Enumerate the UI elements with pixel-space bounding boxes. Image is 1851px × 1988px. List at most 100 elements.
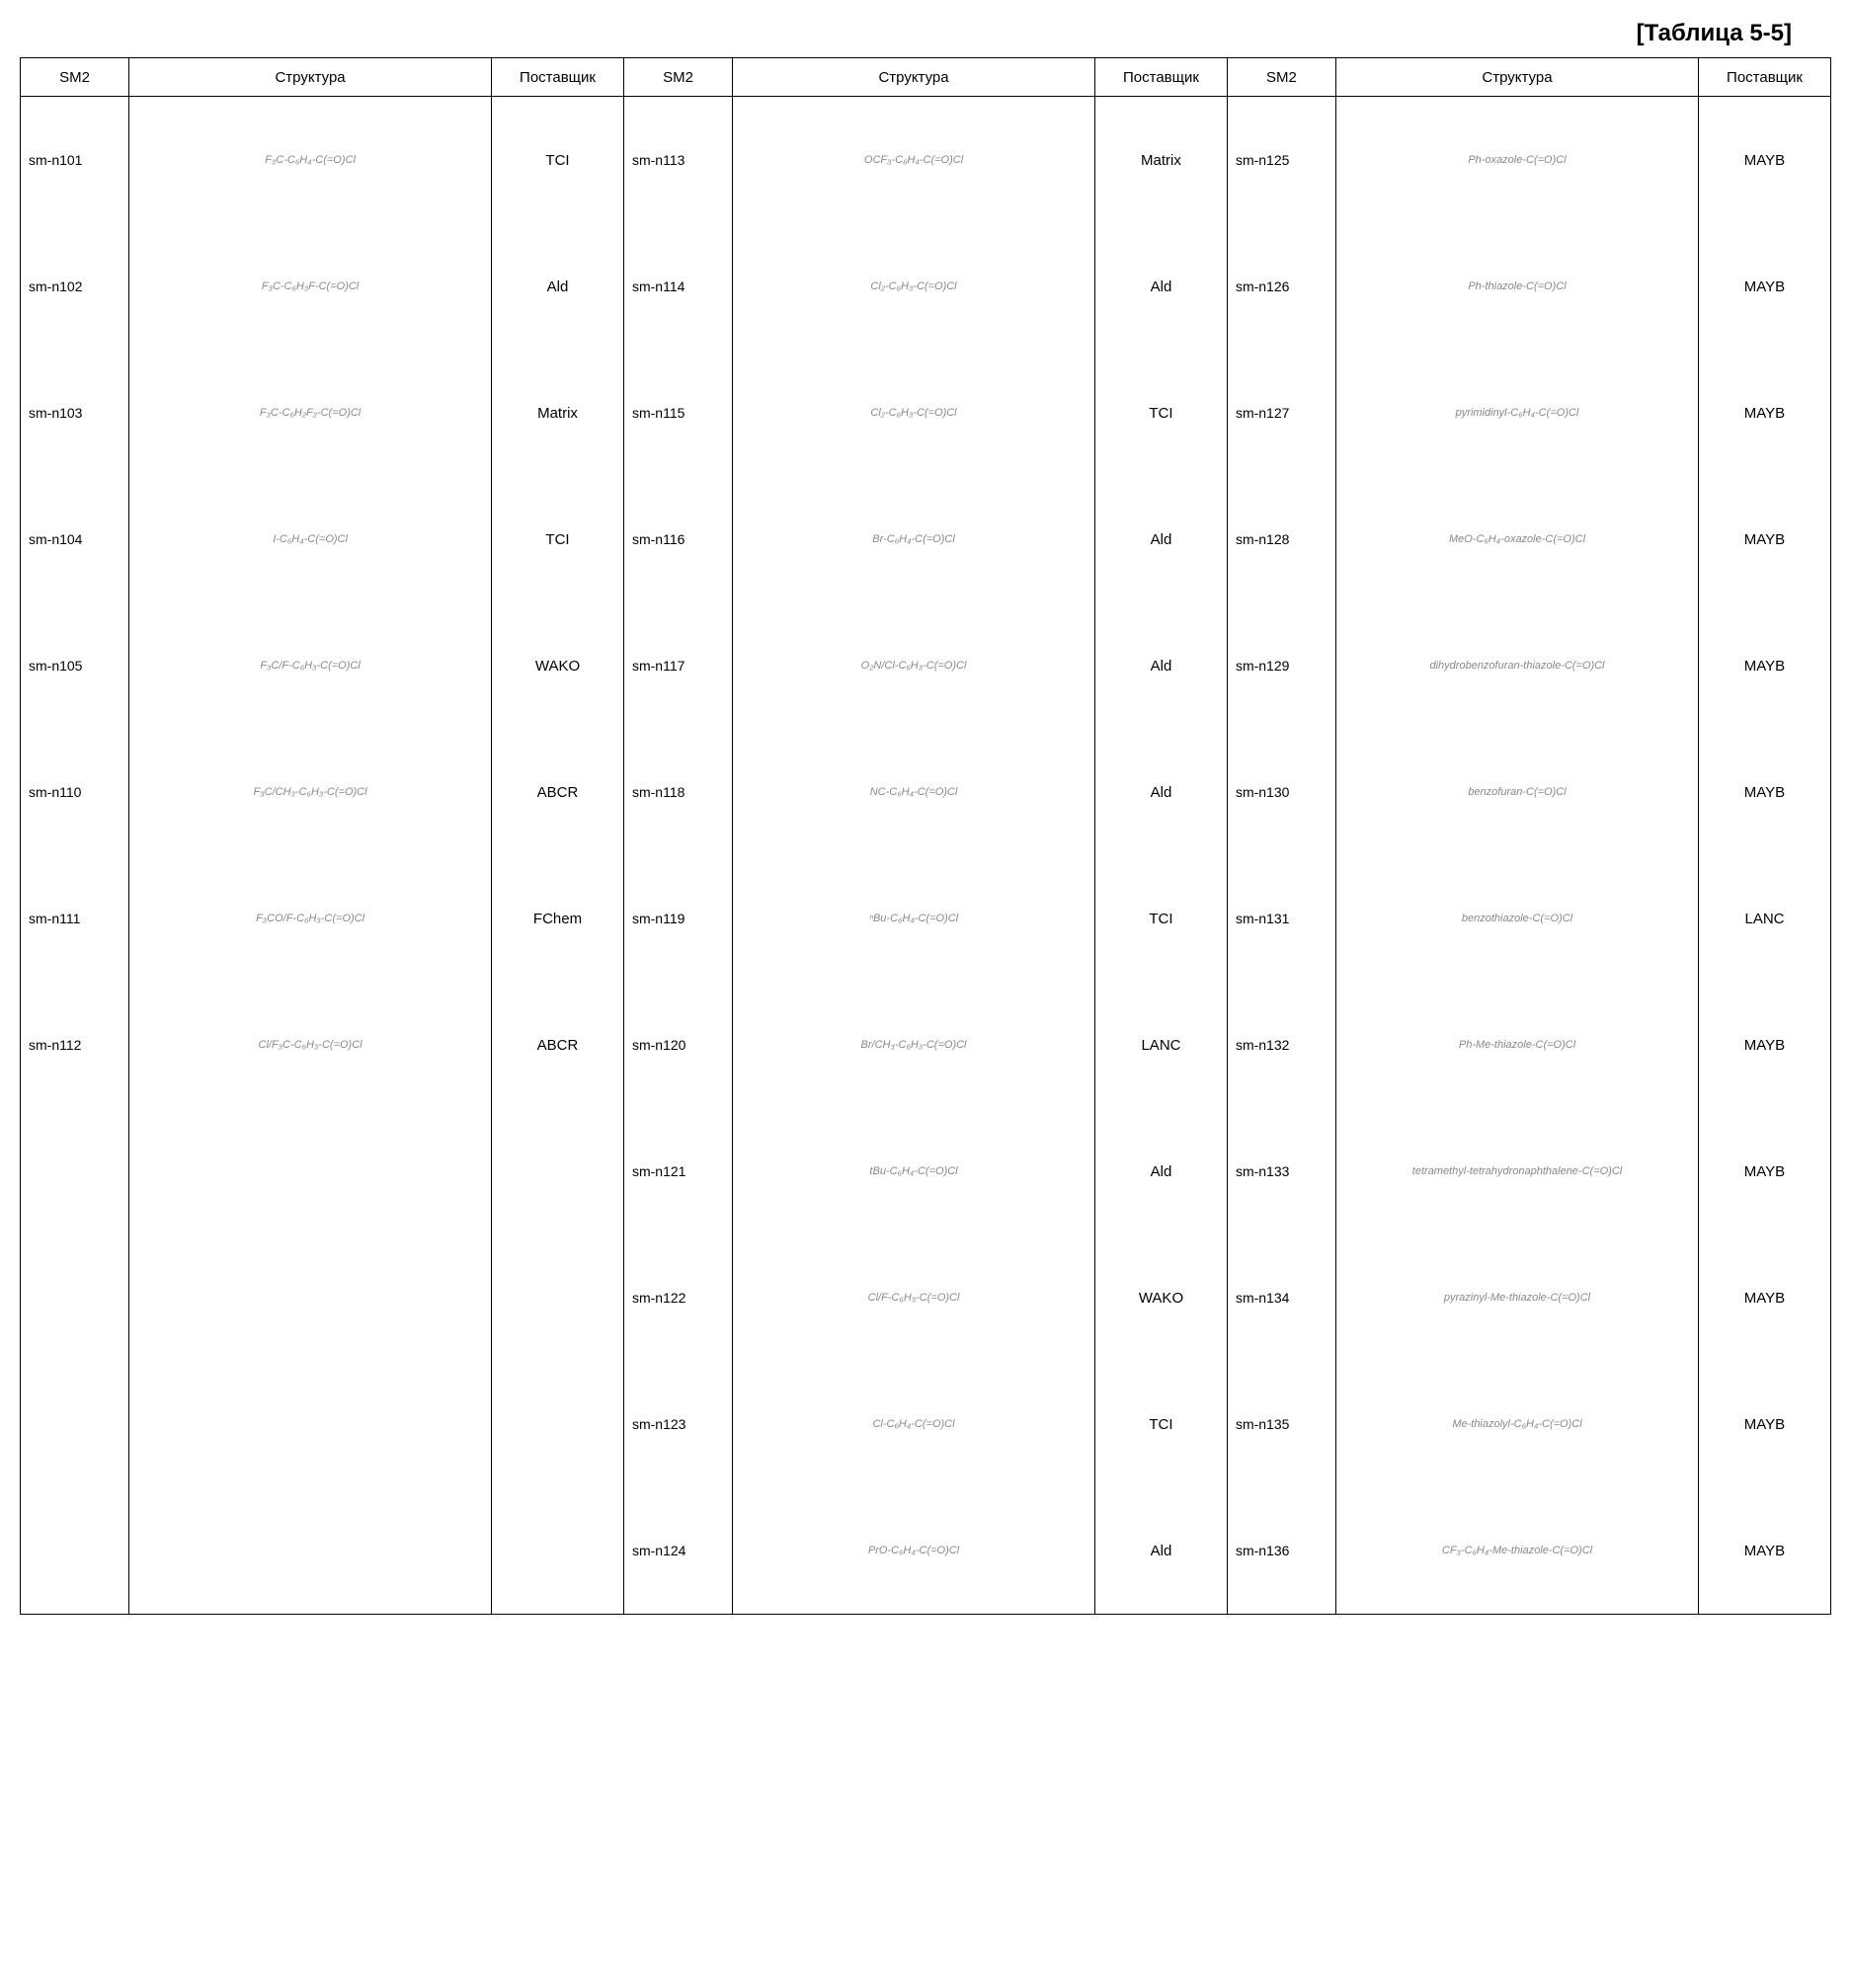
sm2-cell: sm-n136 bbox=[1227, 1487, 1335, 1615]
header-supplier: Поставщик bbox=[1698, 58, 1830, 97]
supplier-cell: TCI bbox=[1095, 350, 1228, 476]
sm2-cell: sm-n127 bbox=[1227, 350, 1335, 476]
header-structure: Структура bbox=[1336, 58, 1699, 97]
chemical-structure-placeholder: F₃CO/F-C₆H₃-C(=O)Cl bbox=[252, 883, 368, 954]
chemical-structure-placeholder: tBu-C₆H₄-C(=O)Cl bbox=[865, 1136, 961, 1207]
supplier-cell: MAYB bbox=[1698, 602, 1830, 729]
chemical-structures-table: SM2 Структура Поставщик SM2 Структура По… bbox=[20, 57, 1831, 1615]
supplier-cell: MAYB bbox=[1698, 729, 1830, 855]
sm2-cell: sm-n113 bbox=[623, 97, 732, 224]
table-row: sm-n102F₃C-C₆H₃F-C(=O)ClAldsm-n114Cl₂-C₆… bbox=[21, 223, 1831, 350]
sm2-cell: sm-n131 bbox=[1227, 855, 1335, 982]
sm2-cell: sm-n114 bbox=[623, 223, 732, 350]
chemical-structure-placeholder: F₃C-C₆H₃F-C(=O)Cl bbox=[258, 251, 362, 322]
structure-cell: pyrazinyl-Me-thiazole-C(=O)Cl bbox=[1336, 1234, 1699, 1361]
structure-cell: I-C₆H₄-C(=O)Cl bbox=[129, 476, 492, 602]
structure-cell: O₂N/Cl-C₆H₃-C(=O)Cl bbox=[733, 602, 1095, 729]
chemical-structure-placeholder: Cl-C₆H₄-C(=O)Cl bbox=[868, 1389, 958, 1460]
sm2-cell bbox=[21, 1361, 129, 1487]
supplier-cell: Ald bbox=[1095, 729, 1228, 855]
chemical-structure-placeholder: Br/CH₃-C₆H₃-C(=O)Cl bbox=[857, 1009, 971, 1080]
chemical-structure-placeholder: ⁿBu-C₆H₄-C(=O)Cl bbox=[865, 883, 962, 954]
structure-cell: tBu-C₆H₄-C(=O)Cl bbox=[733, 1108, 1095, 1234]
sm2-cell: sm-n122 bbox=[623, 1234, 732, 1361]
structure-cell: F₃C/CH₃-C₆H₃-C(=O)Cl bbox=[129, 729, 492, 855]
supplier-cell: TCI bbox=[1095, 1361, 1228, 1487]
supplier-cell: MAYB bbox=[1698, 1234, 1830, 1361]
chemical-structure-placeholder: Ph-Me-thiazole-C(=O)Cl bbox=[1455, 1009, 1579, 1080]
sm2-cell: sm-n132 bbox=[1227, 982, 1335, 1108]
chemical-structure-placeholder: O₂N/Cl-C₆H₃-C(=O)Cl bbox=[857, 630, 971, 701]
chemical-structure-placeholder: F₃C/CH₃-C₆H₃-C(=O)Cl bbox=[250, 756, 371, 828]
chemical-structure-placeholder: I-C₆H₄-C(=O)Cl bbox=[269, 504, 352, 575]
table-row: sm-n101F₃C-C₆H₄-C(=O)ClTCIsm-n113OCF₃-C₆… bbox=[21, 97, 1831, 224]
table-row: sm-n123 Cl-C₆H₄-C(=O)Cl TCIsm-n135 Me-thiaz… bbox=[21, 1361, 1831, 1487]
sm2-cell: sm-n123 bbox=[623, 1361, 732, 1487]
header-sm2: SM2 bbox=[21, 58, 129, 97]
structure-cell: F₃C/F-C₆H₃-C(=O)Cl bbox=[129, 602, 492, 729]
chemical-structure-placeholder: pyrimidinyl-C₆H₄-C(=O)Cl bbox=[1452, 377, 1583, 448]
header-structure: Структура bbox=[129, 58, 492, 97]
sm2-cell: sm-n134 bbox=[1227, 1234, 1335, 1361]
chemical-structure-placeholder: pyrazinyl-Me-thiazole-C(=O)Cl bbox=[1440, 1262, 1594, 1333]
sm2-cell: sm-n103 bbox=[21, 350, 129, 476]
supplier-cell: TCI bbox=[492, 97, 624, 224]
sm2-cell: sm-n117 bbox=[623, 602, 732, 729]
table-header-row: SM2 Структура Поставщик SM2 Структура По… bbox=[21, 58, 1831, 97]
sm2-cell: sm-n105 bbox=[21, 602, 129, 729]
supplier-cell: TCI bbox=[492, 476, 624, 602]
table-row: sm-n124PrO-C₆H₄-C(=O)ClAldsm-n136CF₃-C₆H… bbox=[21, 1487, 1831, 1615]
structure-cell: dihydrobenzofuran-thiazole-C(=O)Cl bbox=[1336, 602, 1699, 729]
sm2-cell: sm-n126 bbox=[1227, 223, 1335, 350]
supplier-cell: MAYB bbox=[1698, 1108, 1830, 1234]
sm2-cell: sm-n135 bbox=[1227, 1361, 1335, 1487]
supplier-cell: Ald bbox=[1095, 223, 1228, 350]
structure-cell: pyrimidinyl-C₆H₄-C(=O)Cl bbox=[1336, 350, 1699, 476]
structure-cell: Cl₂-C₆H₃-C(=O)Cl bbox=[733, 223, 1095, 350]
chemical-structure-placeholder: Br-C₆H₄-C(=O)Cl bbox=[868, 504, 959, 575]
sm2-cell: sm-n101 bbox=[21, 97, 129, 224]
table-row: sm-n104I-C₆H₄-C(=O)ClTCIsm-n116Br-C₆H₄-C… bbox=[21, 476, 1831, 602]
table-row: sm-n103 F₃C-C₆H₂F₂-C(=O)Cl Matrixsm-n115 Cl… bbox=[21, 350, 1831, 476]
chemical-structure-placeholder: Me-thiazolyl-C₆H₄-C(=O)Cl bbox=[1448, 1389, 1585, 1460]
table-row: sm-n121tBu-C₆H₄-C(=O)ClAldsm-n133tetrame… bbox=[21, 1108, 1831, 1234]
supplier-cell: MAYB bbox=[1698, 97, 1830, 224]
header-structure: Структура bbox=[733, 58, 1095, 97]
chemical-structure-placeholder: Cl/F-C₆H₃-C(=O)Cl bbox=[864, 1262, 964, 1333]
chemical-structure-placeholder: Cl/F₃C-C₆H₃-C(=O)Cl bbox=[255, 1009, 366, 1080]
supplier-cell bbox=[492, 1234, 624, 1361]
structure-cell: Me-thiazolyl-C₆H₄-C(=O)Cl bbox=[1336, 1361, 1699, 1487]
supplier-cell: MAYB bbox=[1698, 223, 1830, 350]
sm2-cell: sm-n115 bbox=[623, 350, 732, 476]
table-row: sm-n122Cl/F-C₆H₃-C(=O)ClWAKOsm-n134pyraz… bbox=[21, 1234, 1831, 1361]
chemical-structure-placeholder: F₃C-C₆H₂F₂-C(=O)Cl bbox=[256, 377, 364, 448]
structure-cell: MeO-C₆H₄-oxazole-C(=O)Cl bbox=[1336, 476, 1699, 602]
header-supplier: Поставщик bbox=[492, 58, 624, 97]
supplier-cell: FChem bbox=[492, 855, 624, 982]
structure-cell bbox=[129, 1487, 492, 1615]
chemical-structure-placeholder: F₃C/F-C₆H₃-C(=O)Cl bbox=[256, 630, 363, 701]
structure-cell: Br-C₆H₄-C(=O)Cl bbox=[733, 476, 1095, 602]
table-body: sm-n101F₃C-C₆H₄-C(=O)ClTCIsm-n113OCF₃-C₆… bbox=[21, 97, 1831, 1615]
sm2-cell: sm-n116 bbox=[623, 476, 732, 602]
supplier-cell: MAYB bbox=[1698, 350, 1830, 476]
header-supplier: Поставщик bbox=[1095, 58, 1228, 97]
supplier-cell: Ald bbox=[1095, 602, 1228, 729]
structure-cell: NC-C₆H₄-C(=O)Cl bbox=[733, 729, 1095, 855]
structure-cell: Cl₂-C₆H₃-C(=O)Cl bbox=[733, 350, 1095, 476]
chemical-structure-placeholder: benzothiazole-C(=O)Cl bbox=[1458, 883, 1576, 954]
structure-cell bbox=[129, 1108, 492, 1234]
sm2-cell: sm-n133 bbox=[1227, 1108, 1335, 1234]
supplier-cell: Ald bbox=[492, 223, 624, 350]
chemical-structure-placeholder: F₃C-C₆H₄-C(=O)Cl bbox=[261, 124, 360, 196]
supplier-cell: LANC bbox=[1095, 982, 1228, 1108]
supplier-cell: WAKO bbox=[492, 602, 624, 729]
supplier-cell: TCI bbox=[1095, 855, 1228, 982]
sm2-cell bbox=[21, 1234, 129, 1361]
supplier-cell: Matrix bbox=[492, 350, 624, 476]
supplier-cell: ABCR bbox=[492, 982, 624, 1108]
sm2-cell: sm-n120 bbox=[623, 982, 732, 1108]
structure-cell: Ph-oxazole-C(=O)Cl bbox=[1336, 97, 1699, 224]
table-row: sm-n105 F₃C/F-C₆H₃-C(=O)Cl WAKOsm-n117 O₂N/… bbox=[21, 602, 1831, 729]
chemical-structure-placeholder: Cl₂-C₆H₃-C(=O)Cl bbox=[866, 377, 960, 448]
